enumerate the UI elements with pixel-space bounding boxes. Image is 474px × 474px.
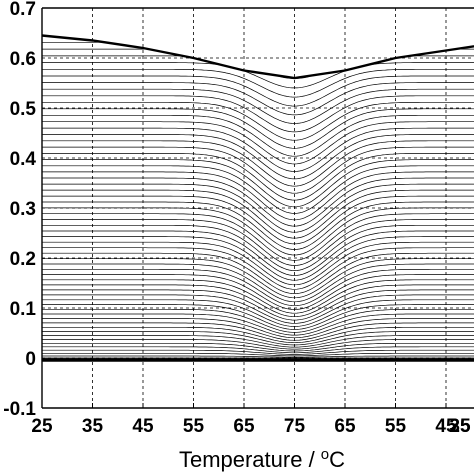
series-line <box>42 213 474 261</box>
x-axis-label: Temperature / oC <box>179 446 345 472</box>
x-tick-label: 35 <box>449 416 471 437</box>
series-line <box>42 284 474 318</box>
series-line <box>42 339 474 350</box>
series-line <box>42 219 474 266</box>
x-tick-label: 55 <box>183 416 205 437</box>
series-lines <box>41 34 474 362</box>
y-tick-label: 0.2 <box>10 249 36 270</box>
series-line <box>42 252 474 294</box>
series-line <box>42 263 474 303</box>
series-line <box>42 95 474 133</box>
series-line <box>42 201 474 250</box>
series-line <box>42 352 474 357</box>
series-line <box>42 241 474 286</box>
y-tick-label: 0.7 <box>10 0 36 20</box>
series-line <box>42 355 474 358</box>
series-line <box>42 108 474 149</box>
series-line <box>42 127 474 172</box>
series-line <box>42 294 474 324</box>
series-line <box>42 177 474 227</box>
series-line <box>42 189 474 239</box>
series-line <box>42 88 474 124</box>
x-tick-label: 65 <box>233 416 255 437</box>
series-line <box>42 318 474 339</box>
series-line <box>42 68 474 98</box>
series-line <box>42 62 474 89</box>
series-line <box>42 268 474 307</box>
series-line <box>42 159 474 208</box>
series-line <box>42 322 474 341</box>
series-line <box>42 171 474 221</box>
series-line <box>42 146 474 194</box>
series-line <box>42 308 474 333</box>
x-tick-label: 75 <box>284 416 306 437</box>
series-line <box>42 114 474 157</box>
series-line <box>42 55 474 79</box>
series-line <box>42 224 474 271</box>
series-line <box>42 75 474 107</box>
x-tick-label: 45 <box>435 416 457 437</box>
y-tick-label: 0.3 <box>10 199 36 220</box>
series-line <box>42 165 474 214</box>
y-tick-label: 0.4 <box>10 149 37 170</box>
series-line <box>42 236 474 281</box>
series-line <box>42 101 474 141</box>
series-line <box>42 326 474 344</box>
series-line <box>42 349 474 355</box>
x-tick-label: 55 <box>385 416 407 437</box>
series-line <box>42 230 474 276</box>
series-line <box>42 247 474 290</box>
x-tick-label: 25 <box>31 416 53 437</box>
series-line <box>42 153 474 201</box>
series-line <box>42 313 474 336</box>
series-line <box>42 82 474 116</box>
axes <box>41 7 474 409</box>
series-line <box>42 342 474 352</box>
series-line <box>42 140 474 187</box>
series-line <box>42 183 474 233</box>
y-tick-labels: -0.1 0 0.1 0.2 0.3 0.4 0.5 0.6 0.7 <box>3 0 36 420</box>
series-line <box>42 207 474 256</box>
y-tick-label: 0.1 <box>10 299 37 320</box>
series-line <box>42 134 474 180</box>
y-tick-label: 0 <box>25 349 36 370</box>
series-line <box>42 121 474 165</box>
y-tick-label: 0.6 <box>10 49 36 70</box>
series-line <box>42 195 474 245</box>
series-line <box>42 304 474 330</box>
series-line <box>42 258 474 299</box>
x-tick-label: 25 <box>449 416 471 437</box>
y-tick-label: -0.1 <box>3 399 36 420</box>
x-tick-label: 45 <box>132 416 154 437</box>
series-line <box>42 346 474 354</box>
x-tick-label: 65 <box>334 416 356 437</box>
series-line <box>42 335 474 348</box>
y-tick-label: 0.5 <box>10 99 37 120</box>
series-line <box>42 331 474 346</box>
series-line-top <box>41 34 474 80</box>
series-line <box>42 279 474 314</box>
series-line <box>42 274 474 310</box>
x-tick-label: 35 <box>82 416 104 437</box>
series-line <box>42 299 474 327</box>
series-line <box>42 289 474 321</box>
